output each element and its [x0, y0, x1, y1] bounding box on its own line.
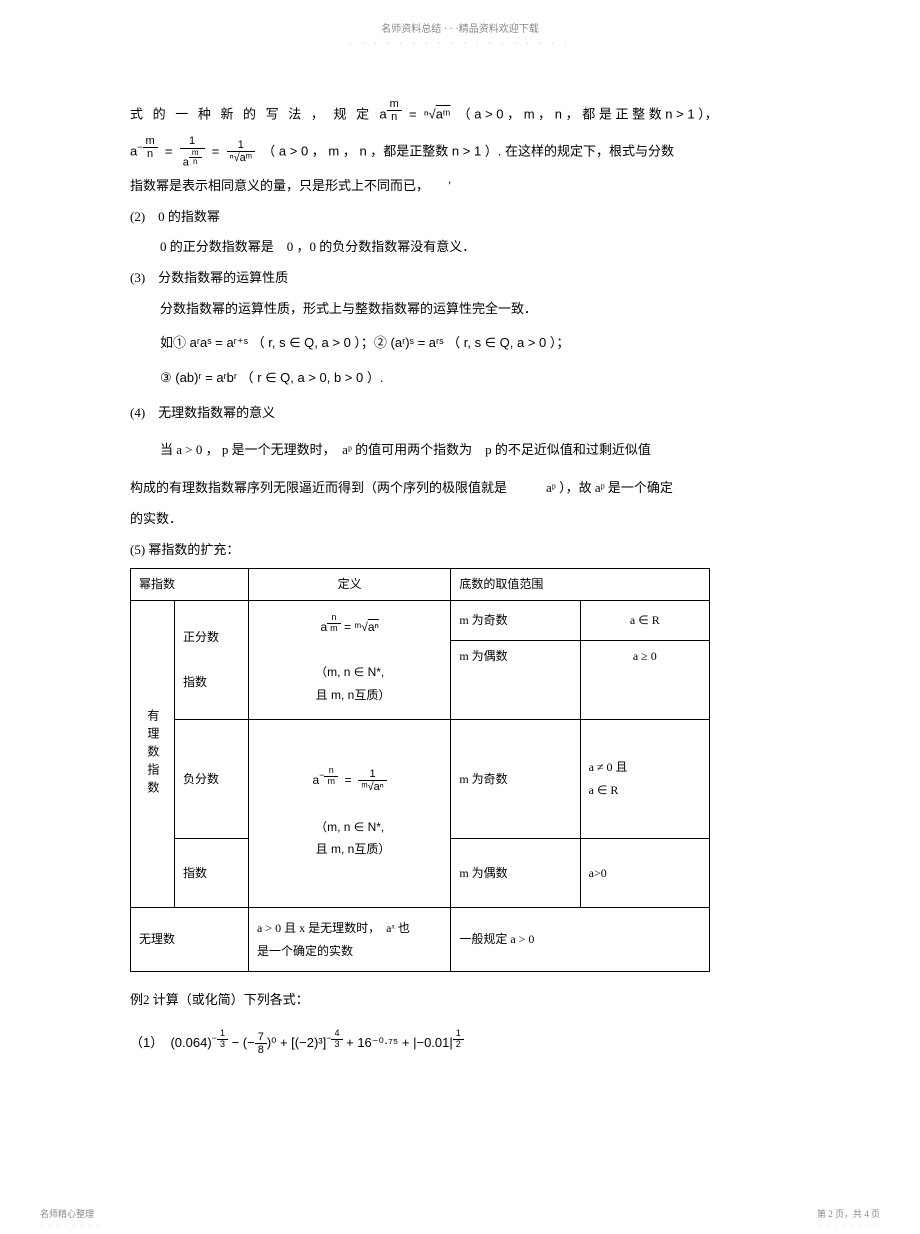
section-4-title: (4) 无理数指数幂的意义 [130, 401, 790, 426]
intro-condition: （ a > 0 ， m ， n ， 都 是 正 整 数 n > 1 ）， [458, 106, 718, 121]
section-3-body: 分数指数幂的运算性质，形式上与整数指数幂的运算性完全一致． [130, 297, 790, 322]
exponent-extension-table: 幂指数 定义 底数的取值范围 有理数指数 正分数 指数 anm = ᵐ√aⁿ （… [130, 568, 710, 972]
rule-3-formula: (ab)ʳ = aʳbʳ （ r ∈ Q, a > 0, b > 0 ）. [175, 370, 383, 385]
page-header-dots: · · · · · · · · · · · · · · · · · · [130, 39, 790, 48]
table-def-neg: a−nm = 1ᵐ√aⁿ （m, n ∈ N*, 且 m, n互质） [249, 720, 451, 908]
rule-line-1: 如① aʳaˢ = aʳ⁺ˢ （ r, s ∈ Q, a > 0 ）；② (aʳ… [130, 331, 790, 356]
table-def-pos: anm = ᵐ√aⁿ （m, n ∈ N*, 且 m, n互质） [249, 601, 451, 720]
table-range-r: a ∈ R [580, 601, 709, 641]
section-4-body-2: 构成的有理数指数幂序列无限逼近而得到（两个序列的极限值就是 aᵖ ），故 aᵖ … [130, 476, 790, 501]
intro-text: 式 的 一 种 新 的 写 法 ， 规 定 [130, 106, 372, 121]
intro-paragraph: 式 的 一 种 新 的 写 法 ， 规 定 amn = ⁿ√aᵐ （ a > 0… [130, 98, 790, 129]
example-item-prefix: （1） [130, 1035, 163, 1050]
table-range-neg-even: a>0 [580, 839, 709, 908]
neg-exp-condition: （ a > 0 ， m ， n ，都是正整数 n > 1 ）. 在这样的规定下，… [262, 143, 674, 158]
table-header-definition: 定义 [249, 569, 451, 601]
table-range-irrational: 一般规定 a > 0 [451, 908, 710, 972]
rule-2-formula: (aʳ)ˢ = aʳˢ （ r, s ∈ Q, a > 0 ）； [391, 335, 570, 350]
section-2-body: 0 的正分数指数幂是 0 ，0 的负分数指数幂没有意义． [130, 235, 790, 260]
footer-right-text: 第 2 页，共 4 页 [817, 1207, 880, 1220]
footer-left-dots: · · · · · · · · [40, 1222, 101, 1230]
rule-prefix: 如① [160, 335, 186, 350]
neg-exp-line: a−mn = 1amn = 1ⁿ√aᵐ （ a > 0 ， m ， n ，都是正… [130, 135, 790, 168]
document-content: 式 的 一 种 新 的 写 法 ， 规 定 amn = ⁿ√aᵐ （ a > 0… [130, 98, 790, 1057]
table-range-ge0: a ≥ 0 [580, 641, 709, 720]
table-row-irrational: 无理数 [131, 908, 249, 972]
after-line: 指数幂是表示相同意义的量，只是形式上不同而已， ' [130, 174, 790, 199]
table-header-exponent: 幂指数 [131, 569, 249, 601]
table-row: 正分数 指数 [174, 601, 248, 720]
rule-3-prefix: ③ [160, 370, 172, 385]
footer-left-text: 名师精心整理 [40, 1207, 94, 1220]
section-3-title: (3) 分数指数幂的运算性质 [130, 266, 790, 291]
table-cond-neg-even: m 为偶数 [451, 839, 580, 908]
table-def-irrational: a > 0 且 x 是无理数时， aˣ 也 是一个确定的实数 [249, 908, 451, 972]
rule-1-formula: aʳaˢ = aʳ⁺ˢ （ r, s ∈ Q, a > 0 ）；② [190, 335, 387, 350]
table-range-neg-odd: a ≠ 0 且 a ∈ R [580, 720, 709, 839]
example-2-item-1: （1） (0.064)−13 − (−78)⁰ + [(−2)³]−43 + 1… [130, 1029, 790, 1058]
section-4-body-3: 的实数． [130, 507, 790, 532]
footer-right-dots: · · · · · · · · [819, 1222, 880, 1230]
table-row: 负分数 [174, 720, 248, 839]
section-4-body-1: 当 a > 0 ， p 是一个无理数时， aᵖ 的值可用两个指数为 p 的不足近… [130, 438, 790, 463]
table-vside-rational: 有理数指数 [131, 601, 175, 908]
page-header-title: 名师资料总结 · · ·精品资料欢迎下载 [130, 20, 790, 35]
rule-line-2: ③ (ab)ʳ = aʳbʳ （ r ∈ Q, a > 0, b > 0 ）. [130, 366, 790, 391]
table-cond-neg-odd: m 为奇数 [451, 720, 580, 839]
section-2-title: (2) 0 的指数幂 [130, 205, 790, 230]
document-page: 名师资料总结 · · ·精品资料欢迎下载 · · · · · · · · · ·… [0, 0, 920, 1234]
example-2-title: 例2 计算（或化简）下列各式： [130, 988, 790, 1013]
table-cond-even: m 为偶数 [451, 641, 580, 720]
section-5-title: (5) 幂指数的扩充： [130, 538, 790, 563]
table-row: 指数 [174, 839, 248, 908]
table-cond-odd: m 为奇数 [451, 601, 580, 641]
table-header-range: 底数的取值范围 [451, 569, 710, 601]
